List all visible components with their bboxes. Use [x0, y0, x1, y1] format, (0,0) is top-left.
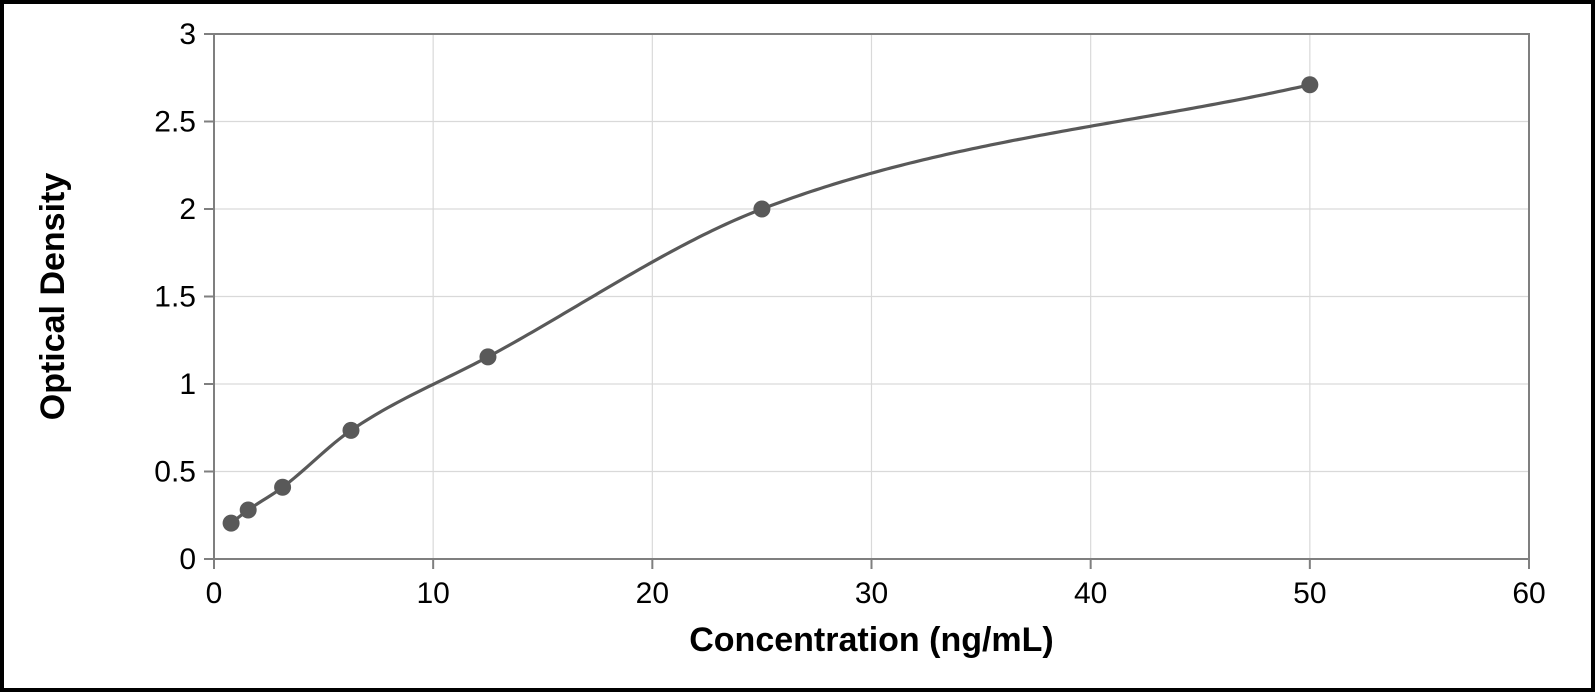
y-tick-label: 0.5 [154, 456, 196, 489]
chart-frame: 0 10 20 30 40 50 60 0 0.5 1 1.5 2 2.5 3 Concentration … [0, 0, 1595, 692]
data-point [753, 201, 770, 218]
chart-svg: 0 10 20 30 40 50 60 0 0.5 1 1.5 2 2.5 3 Concentration … [4, 4, 1591, 688]
data-point [342, 422, 359, 439]
y-tick-label: 2.5 [154, 106, 196, 139]
data-point [223, 515, 240, 532]
x-tick-label: 40 [1074, 577, 1107, 610]
chart-container: 0 10 20 30 40 50 60 0 0.5 1 1.5 2 2.5 3 Concentration … [4, 4, 1591, 688]
y-tick-label: 0 [179, 543, 196, 576]
x-tick-label: 10 [416, 577, 449, 610]
y-tick-label: 3 [179, 18, 196, 51]
y-tick-label: 1 [179, 368, 196, 401]
x-axis-label: Concentration (ng/mL) [689, 621, 1054, 659]
x-tick-label: 0 [206, 577, 223, 610]
data-point [479, 348, 496, 365]
y-tick-label: 2 [179, 193, 196, 226]
data-point [240, 502, 257, 519]
data-point [1301, 76, 1318, 93]
x-tick-label: 30 [855, 577, 888, 610]
y-axis-label: Optical Density [34, 173, 72, 421]
data-point [274, 479, 291, 496]
y-tick-label: 1.5 [154, 281, 196, 314]
x-tick-label: 20 [636, 577, 669, 610]
x-tick-label: 50 [1293, 577, 1326, 610]
x-tick-label: 60 [1512, 577, 1545, 610]
